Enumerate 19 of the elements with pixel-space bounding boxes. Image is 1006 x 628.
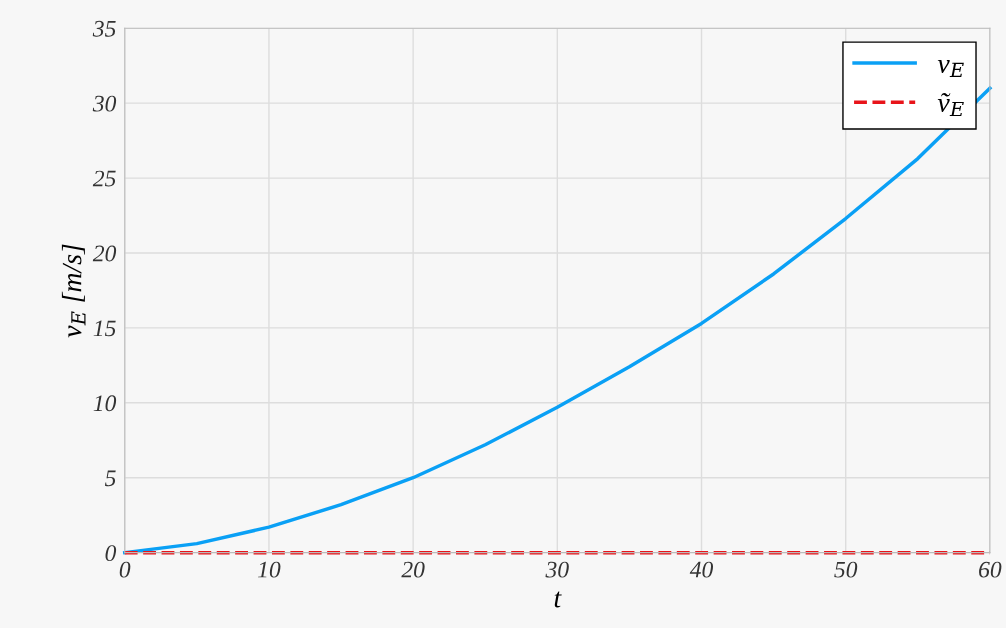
x-axis-title: t (554, 591, 562, 608)
y-tick-label: 5 (104, 470, 116, 487)
legend-label: ṽ$_{E}$ (937, 93, 964, 117)
y-tick-label: 30 (92, 95, 117, 112)
x-tick-label: 60 (979, 561, 1002, 578)
x-tick-label: 50 (834, 561, 858, 578)
y-tick-label: 20 (92, 245, 117, 262)
y-axis-title: v$_{E}$ [m/s] (61, 244, 86, 338)
x-tick-label: 10 (257, 561, 281, 578)
legend-label: v$_{E}$ (937, 59, 964, 77)
y-tick-label: 25 (92, 170, 116, 187)
y-tick-label: 10 (93, 395, 117, 412)
y-tick-label: 35 (92, 20, 116, 37)
x-tick-label: 20 (401, 561, 425, 578)
x-tick-label: 0 (119, 561, 131, 578)
y-tick-label: 0 (105, 545, 117, 562)
x-tick-label: 40 (689, 561, 714, 578)
y-tick-label: 15 (93, 320, 116, 337)
x-tick-label: 30 (545, 561, 569, 578)
